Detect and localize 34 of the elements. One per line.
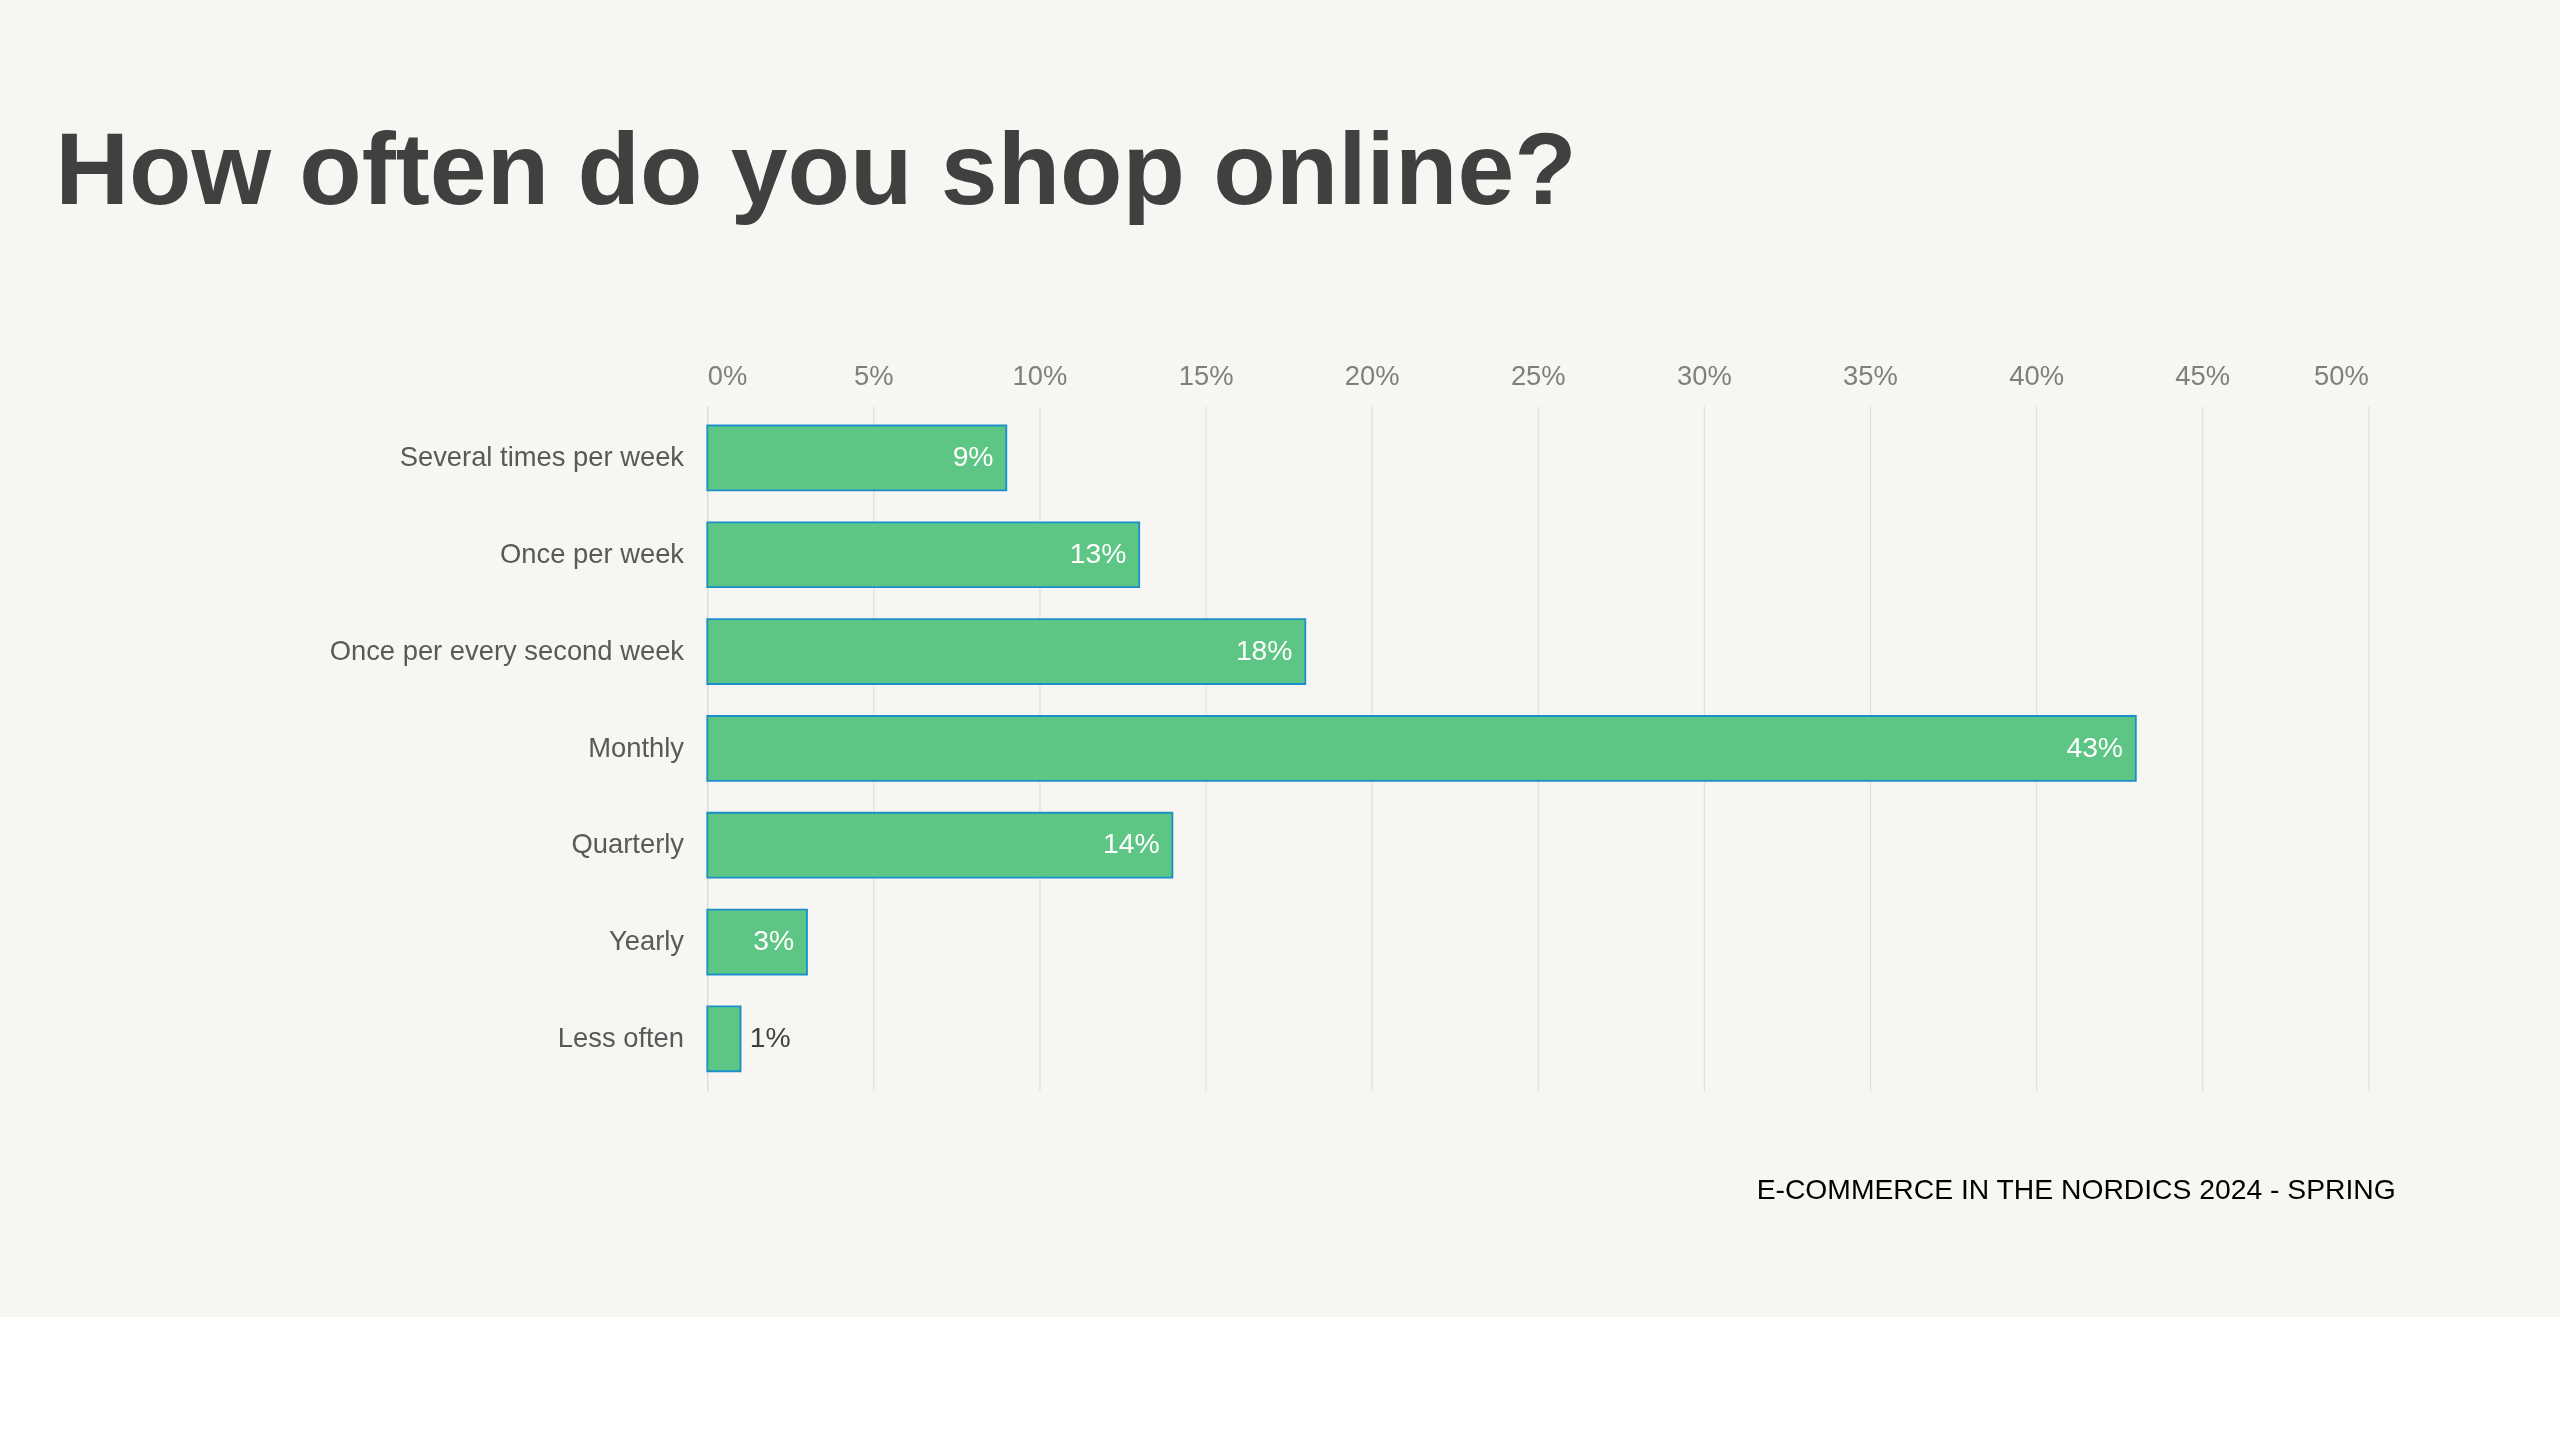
data-label: 14% (1103, 827, 1160, 860)
bar (706, 811, 1174, 879)
y-tick-label: Once per every second week (329, 634, 685, 666)
x-tick-label: 45% (2175, 359, 2231, 391)
y-tick-label: Yearly (608, 925, 685, 957)
x-tick-label: 35% (1843, 359, 1898, 391)
x-tick-label: 5% (854, 359, 894, 391)
bar (706, 908, 808, 976)
bar (706, 424, 1008, 492)
x-tick-label: 40% (2009, 359, 2064, 391)
data-label: 43% (2066, 730, 2124, 763)
y-tick-label: Less often (557, 1022, 685, 1054)
x-tick-label: 25% (1510, 359, 1566, 391)
y-tick-label: Monthly (588, 731, 685, 763)
text: E-COMMERCE IN THE NORDICS 2024 - SPRING (1756, 1173, 2396, 1206)
data-label: 9% (952, 440, 994, 473)
bar (706, 618, 1307, 685)
x-tick-label: 30% (1677, 359, 1732, 391)
x-tick-label: 20% (1344, 359, 1400, 391)
data-label: 18% (1235, 633, 1293, 666)
x-tick-label: 50% (2314, 359, 2369, 391)
y-tick-label: Several times per week (399, 441, 685, 473)
y-tick-label: Quarterly (571, 828, 685, 860)
data-label: 1% (749, 1021, 791, 1054)
bar (706, 1005, 742, 1073)
bar (706, 521, 1141, 589)
chart-title: How often do you shop online? (55, 110, 1577, 226)
x-tick-label: 10% (1012, 359, 1068, 391)
data-label: 13% (1069, 536, 1127, 569)
x-tick-label: 15% (1178, 359, 1234, 391)
x-tick-label: 0% (707, 359, 748, 391)
data-label: 3% (753, 924, 795, 957)
bar (706, 715, 2137, 782)
y-tick-label: Once per week (500, 537, 685, 569)
